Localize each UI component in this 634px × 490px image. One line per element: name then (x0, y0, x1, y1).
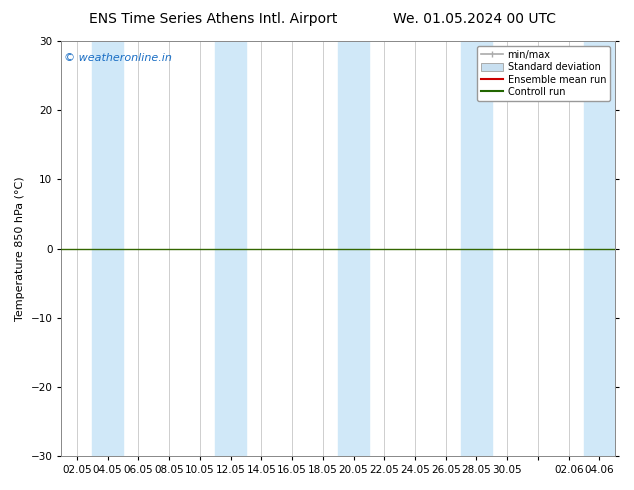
Text: We. 01.05.2024 00 UTC: We. 01.05.2024 00 UTC (393, 12, 556, 26)
Bar (584, 41, 615, 456)
Legend: min/max, Standard deviation, Ensemble mean run, Controll run: min/max, Standard deviation, Ensemble me… (477, 46, 610, 101)
Y-axis label: Temperature 850 hPa (°C): Temperature 850 hPa (°C) (15, 176, 25, 321)
Text: ENS Time Series Athens Intl. Airport: ENS Time Series Athens Intl. Airport (89, 12, 337, 26)
Bar (461, 41, 492, 456)
Bar (92, 41, 123, 456)
Bar (338, 41, 369, 456)
Text: © weatheronline.in: © weatheronline.in (64, 53, 172, 64)
Bar (215, 41, 246, 456)
